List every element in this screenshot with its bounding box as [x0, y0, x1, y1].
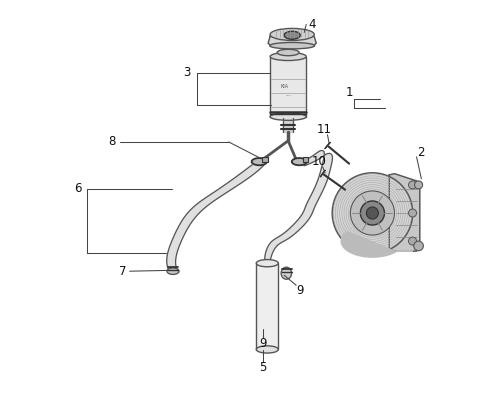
Text: 4: 4	[309, 18, 316, 31]
Text: 6: 6	[74, 182, 82, 196]
Bar	[302, 157, 308, 162]
Polygon shape	[341, 232, 412, 257]
Text: ___: ___	[285, 93, 291, 97]
Ellipse shape	[281, 267, 291, 279]
Bar	[256, 263, 278, 349]
Text: 1: 1	[346, 86, 353, 99]
Text: 9: 9	[260, 337, 267, 350]
Circle shape	[408, 181, 417, 189]
Ellipse shape	[256, 260, 278, 267]
Text: 3: 3	[183, 66, 191, 79]
Circle shape	[415, 181, 422, 189]
Text: 8: 8	[108, 135, 116, 148]
Circle shape	[408, 237, 417, 245]
Ellipse shape	[270, 43, 314, 49]
Polygon shape	[167, 165, 264, 271]
Text: 5: 5	[260, 361, 267, 374]
Ellipse shape	[277, 49, 299, 56]
Text: 9: 9	[297, 283, 304, 296]
Ellipse shape	[270, 53, 306, 61]
Circle shape	[408, 209, 417, 217]
Polygon shape	[268, 36, 316, 46]
Ellipse shape	[167, 268, 179, 274]
Polygon shape	[389, 174, 420, 251]
Polygon shape	[320, 171, 325, 177]
Text: 11: 11	[317, 123, 332, 136]
Circle shape	[332, 173, 412, 253]
Text: KIA: KIA	[280, 84, 288, 89]
Ellipse shape	[284, 31, 300, 39]
Text: 7: 7	[119, 265, 127, 278]
Ellipse shape	[256, 346, 278, 353]
Text: 10: 10	[312, 155, 326, 168]
Bar	[263, 157, 268, 162]
Circle shape	[414, 241, 423, 251]
Polygon shape	[265, 150, 333, 266]
Ellipse shape	[292, 158, 307, 165]
Ellipse shape	[270, 28, 314, 41]
Polygon shape	[325, 143, 330, 149]
Polygon shape	[283, 118, 293, 132]
Circle shape	[366, 207, 378, 219]
Circle shape	[350, 191, 395, 235]
Circle shape	[360, 201, 384, 225]
Text: 2: 2	[417, 146, 424, 159]
Ellipse shape	[252, 158, 267, 165]
Ellipse shape	[270, 113, 306, 120]
Bar	[270, 56, 306, 117]
